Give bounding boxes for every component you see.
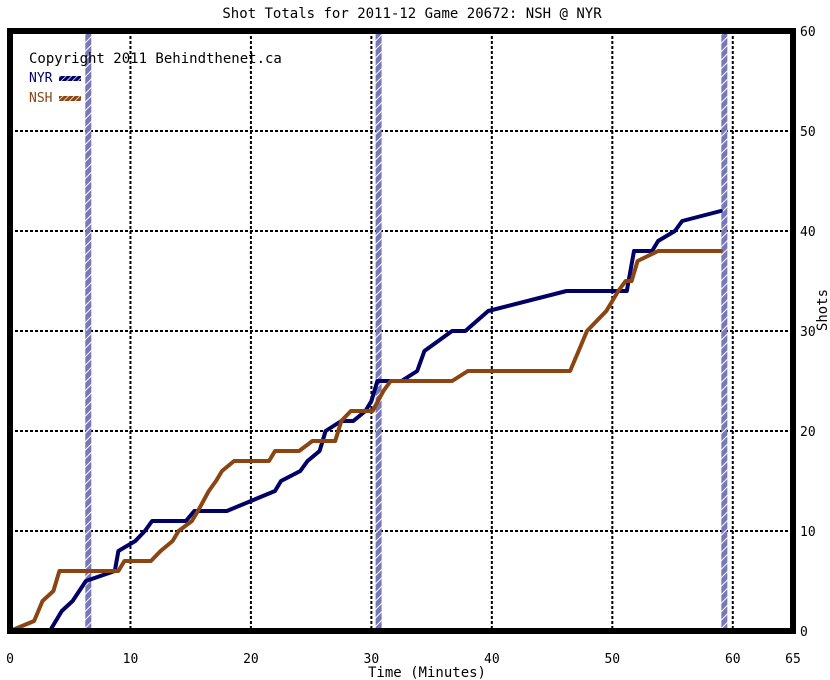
x-tick-label: 10 [123, 652, 139, 667]
copyright-text: Copyright 2011 Behindthenet.ca [29, 51, 282, 67]
y-tick-label: 40 [800, 225, 816, 240]
x-tick-label: 65 [785, 652, 801, 667]
legend-swatch-nsh [59, 96, 81, 101]
legend-swatch-nyr [59, 76, 81, 81]
grid-lines [10, 31, 793, 631]
series-line-nsh [8, 249, 723, 633]
y-tick-label: 10 [800, 525, 816, 540]
legend: NYR NSH [29, 71, 81, 106]
y-tick-label: 0 [800, 625, 808, 640]
chart-title: Shot Totals for 2011-12 Game 20672: NSH … [222, 6, 602, 22]
y-tick-label: 60 [800, 25, 816, 40]
x-tick-label: 60 [725, 652, 741, 667]
y-axis-label: Shots [815, 289, 830, 331]
x-tick-label: 20 [243, 652, 259, 667]
x-tick-label: 0 [6, 652, 14, 667]
period-marker [375, 31, 382, 631]
y-axis-ticks: 0 10 20 30 40 50 60 [800, 25, 816, 640]
y-tick-label: 20 [800, 425, 816, 440]
data-series [8, 209, 723, 633]
y-tick-label: 30 [800, 325, 816, 340]
legend-label-nyr: NYR [29, 71, 53, 86]
x-axis-ticks: 0 10 20 30 40 50 60 65 [6, 652, 801, 667]
period-marker [721, 31, 728, 631]
x-axis-label: Time (Minutes) [368, 665, 486, 680]
series-line-nyr [8, 209, 723, 633]
x-tick-label: 50 [604, 652, 620, 667]
period-markers [85, 31, 728, 631]
period-marker [85, 31, 92, 631]
x-tick-label: 30 [364, 652, 380, 667]
legend-label-nsh: NSH [29, 91, 52, 106]
y-tick-label: 50 [800, 125, 816, 140]
plot-frame [7, 28, 796, 634]
x-tick-label: 40 [484, 652, 500, 667]
